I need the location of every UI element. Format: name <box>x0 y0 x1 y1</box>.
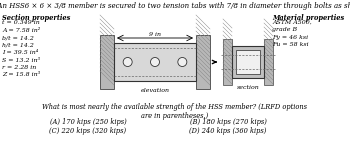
Text: ASTM A500,: ASTM A500, <box>272 20 312 25</box>
Text: (A) 170 kips (250 kips): (A) 170 kips (250 kips) <box>50 118 126 126</box>
Text: r = 2.28 in: r = 2.28 in <box>2 65 36 70</box>
Text: b/t = 14.2: b/t = 14.2 <box>2 35 34 40</box>
Bar <box>114 43 196 81</box>
Bar <box>100 35 114 89</box>
Circle shape <box>123 57 132 67</box>
Text: Fy = 46 ksi: Fy = 46 ksi <box>272 35 308 40</box>
Text: 9 in: 9 in <box>149 32 161 37</box>
Text: grade B: grade B <box>272 28 297 32</box>
Circle shape <box>178 57 187 67</box>
Text: t = 0.349 in: t = 0.349 in <box>2 20 40 25</box>
Text: elevation: elevation <box>140 88 169 93</box>
Text: What is most nearly the available strength of the HSS member? (LRFD options
are : What is most nearly the available streng… <box>42 103 308 120</box>
Circle shape <box>150 57 160 67</box>
Text: section: section <box>237 85 259 90</box>
Bar <box>236 50 260 74</box>
Bar <box>264 39 273 85</box>
Text: (D) 240 kips (360 kips): (D) 240 kips (360 kips) <box>189 127 267 135</box>
Text: A = 7.58 in²: A = 7.58 in² <box>2 28 40 32</box>
Text: 7.   An HSS6 × 6 × 3/8 member is secured to two tension tabs with 7/8 in diamete: 7. An HSS6 × 6 × 3/8 member is secured t… <box>0 2 350 10</box>
Text: Fu = 58 ksi: Fu = 58 ksi <box>272 43 309 48</box>
Text: Section properties: Section properties <box>2 14 70 22</box>
Bar <box>223 39 232 85</box>
Text: I = 39.5 in⁴: I = 39.5 in⁴ <box>2 50 38 55</box>
Text: Z = 15.8 in³: Z = 15.8 in³ <box>2 72 40 77</box>
Text: S = 13.2 in³: S = 13.2 in³ <box>2 57 40 63</box>
Text: (C) 220 kips (320 kips): (C) 220 kips (320 kips) <box>49 127 127 135</box>
Bar <box>196 35 210 89</box>
Text: (B) 180 kips (270 kips): (B) 180 kips (270 kips) <box>190 118 266 126</box>
Text: Material properties: Material properties <box>272 14 344 22</box>
Bar <box>232 46 264 78</box>
Text: h/t = 14.2: h/t = 14.2 <box>2 43 34 48</box>
